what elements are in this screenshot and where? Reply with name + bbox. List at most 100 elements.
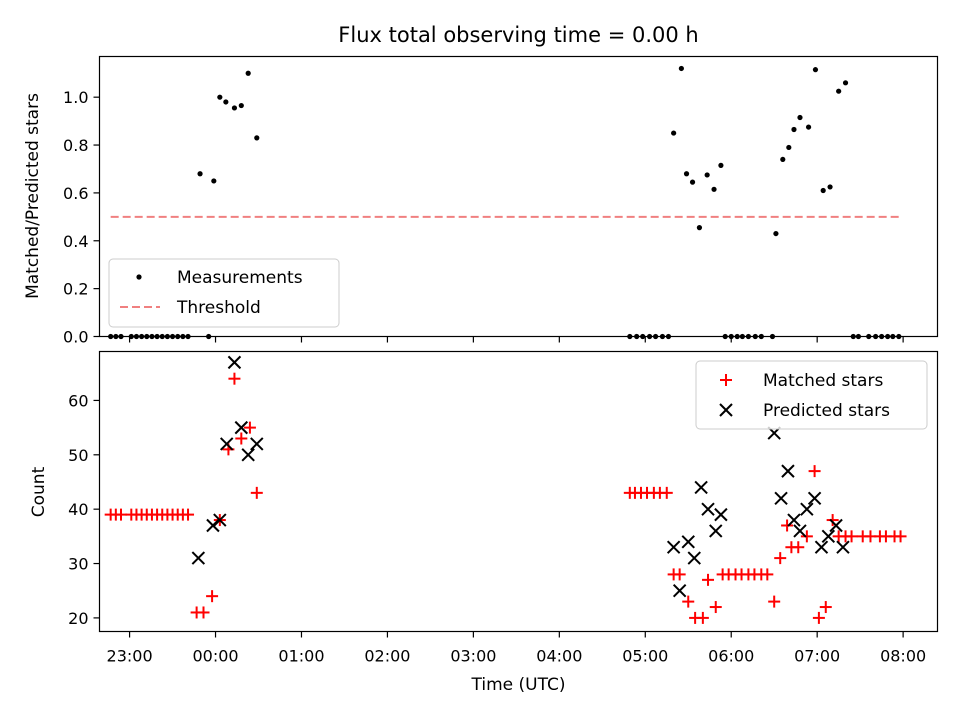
legend-threshold-label: Threshold (176, 298, 261, 318)
measurement-point (245, 70, 251, 76)
legend-measurements-label: Measurements (177, 268, 303, 288)
matched-star-point (197, 606, 210, 619)
measurement-point (827, 184, 833, 190)
measurement-point (254, 135, 260, 141)
measurement-point (689, 179, 696, 185)
predicted-star-point (821, 529, 836, 544)
matched-star-point (768, 595, 781, 608)
top-axes-frame (98, 55, 939, 338)
predicted-star-point (774, 491, 788, 506)
measurement-point (805, 124, 812, 130)
y-tick-label: 0.0 (63, 328, 88, 347)
matched-star-point (894, 530, 907, 543)
measurement-point (842, 80, 849, 86)
predicted-star-point (781, 464, 795, 478)
matched-star-points (104, 372, 907, 624)
predicted-star-point (709, 524, 723, 538)
legend-x-marker (719, 403, 733, 417)
legend-plus-marker (720, 374, 732, 386)
predicted-star-point (250, 437, 264, 451)
bottom-axes-frame (98, 350, 939, 633)
measurement-point (797, 114, 803, 121)
matched-star-point (182, 508, 195, 521)
x-tick-label: 05:00 (622, 647, 668, 666)
predicted-star-point (191, 551, 206, 565)
measurement-point (718, 162, 724, 168)
x-tick-label: 03:00 (450, 647, 496, 666)
measurement-point (696, 225, 703, 231)
measurement-point (820, 187, 826, 194)
predicted-star-point (227, 355, 242, 370)
predicted-star-point (836, 540, 850, 554)
x-tick-label: 00:00 (192, 647, 238, 666)
predicted-star-point (829, 518, 843, 533)
measurement-point (786, 144, 792, 151)
predicted-star-point (807, 491, 822, 506)
x-tick-label: 01:00 (278, 647, 324, 666)
chart-title: Flux total observing time = 0.00 h (338, 23, 698, 47)
x-tick-label: 07:00 (794, 647, 840, 666)
top-axis-ticks: 0.0 0.2 0.4 0.6 0.8 1.0 (63, 88, 904, 347)
matched-star-point (673, 568, 686, 581)
y-tick-label: 1.0 (63, 88, 88, 107)
top-legend-box (108, 258, 340, 328)
matched-star-point (792, 541, 805, 554)
measurement-point (683, 171, 690, 177)
x-tick-label: 06:00 (708, 647, 754, 666)
matched-star-point (826, 514, 839, 527)
matched-star-point (812, 611, 825, 624)
matched-star-point (761, 568, 774, 581)
measurement-point (704, 172, 710, 178)
measurement-point (711, 186, 717, 192)
top-legend: Measurements Threshold (108, 258, 340, 328)
measurement-point (217, 94, 223, 100)
y-tick-label: 20 (68, 609, 88, 628)
predicted-star-point (672, 584, 687, 598)
predicted-star-point (241, 448, 255, 462)
bottom-legend-box (695, 360, 928, 430)
measurement-point (671, 130, 677, 136)
predicted-star-point (219, 437, 234, 451)
measurement-point (791, 126, 797, 133)
matched-star-point (660, 486, 673, 499)
y-tick-label: 30 (68, 555, 88, 574)
predicted-star-point (234, 420, 249, 435)
y-tick-label: 0.6 (63, 184, 88, 203)
predicted-star-point (714, 507, 728, 522)
legend-dot-marker (136, 274, 142, 280)
matched-star-point (709, 601, 722, 614)
predicted-star-point (213, 513, 227, 527)
measurement-point (223, 99, 229, 105)
x-axis-label: Time (UTC) (471, 675, 566, 695)
matched-star-point (800, 530, 813, 543)
predicted-star-point (666, 540, 681, 554)
matched-star-point (774, 552, 787, 565)
x-tick-label: 23:00 (107, 647, 153, 666)
predicted-star-point (701, 502, 715, 516)
predicted-star-point (800, 502, 814, 516)
matched-star-point (819, 601, 832, 614)
bottom-legend: Matched stars Predicted stars (695, 360, 928, 430)
measurement-point (238, 102, 244, 109)
x-tick-label: 04:00 (536, 647, 582, 666)
matched-star-point (235, 432, 248, 445)
measurement-point (773, 230, 779, 237)
predicted-star-point (681, 535, 695, 549)
y-tick-label: 0.8 (63, 136, 88, 155)
y-tick-label: 50 (68, 446, 88, 465)
matched-star-point (114, 508, 127, 521)
top-y-axis-label: Matched/Predicted stars (23, 93, 43, 299)
bottom-y-axis-label: Count (29, 466, 49, 517)
measurement-point (197, 171, 203, 177)
legend-matched-label: Matched stars (763, 371, 883, 391)
predicted-star-point (793, 524, 807, 538)
matched-star-point (781, 519, 794, 532)
measurement-point (836, 88, 842, 94)
y-tick-label: 0.4 (63, 232, 88, 251)
bottom-axis-ticks: 23:00 00:00 01:00 02:00 03:00 04:00 05:00 06:00… (68, 391, 926, 665)
matched-star-point (243, 421, 256, 434)
x-tick-label: 02:00 (364, 647, 410, 666)
y-tick-label: 40 (68, 500, 88, 519)
y-tick-label: 60 (68, 391, 88, 410)
